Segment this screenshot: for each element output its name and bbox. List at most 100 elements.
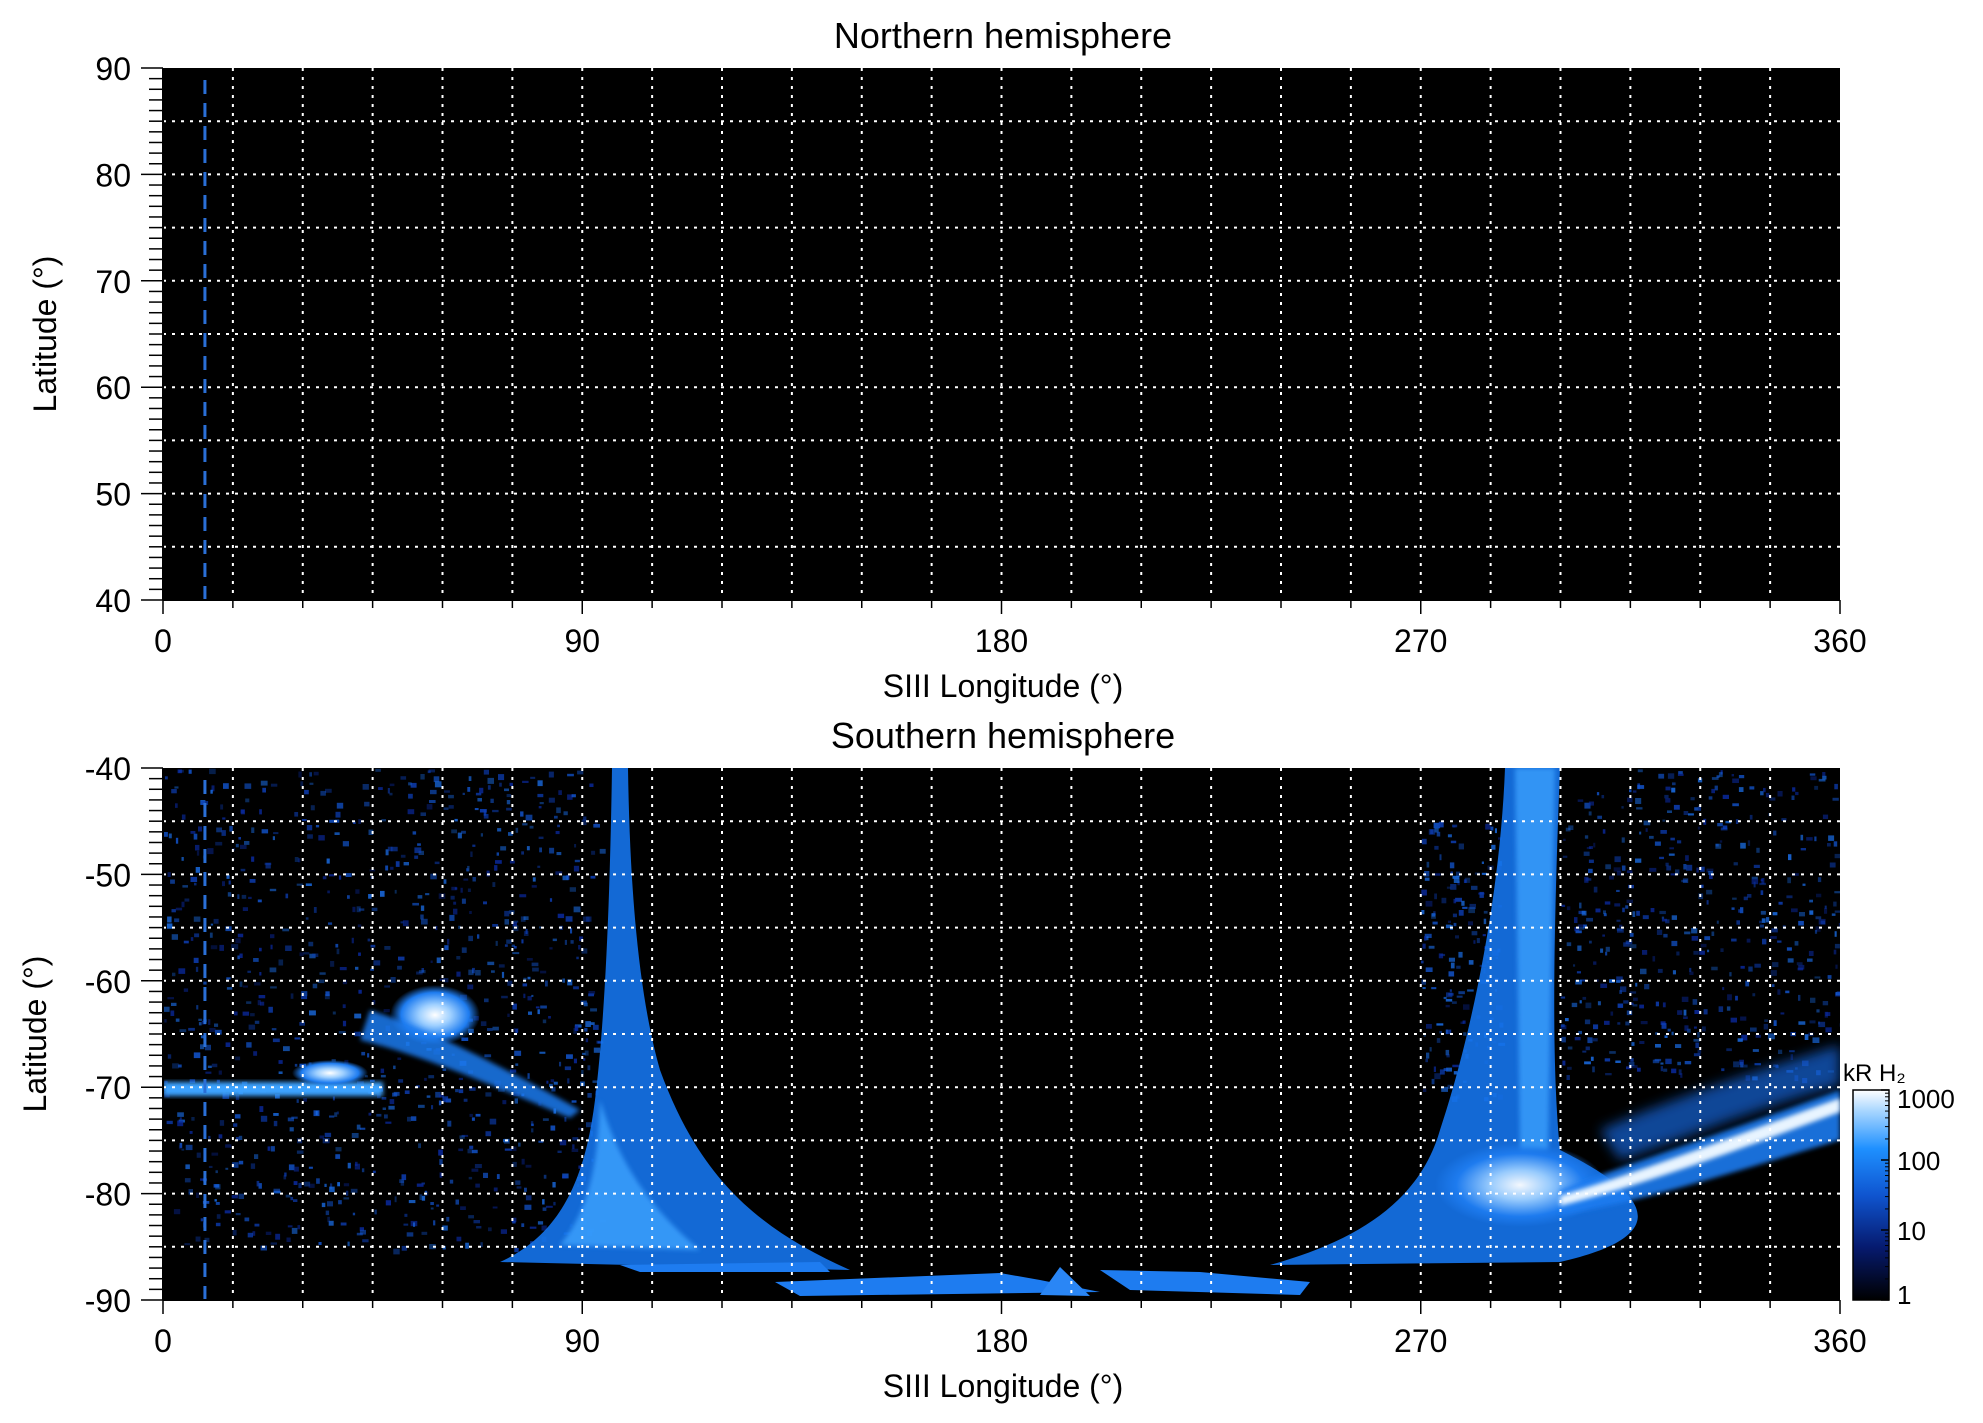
emission-speckle [235,1213,241,1216]
emission-speckle [307,834,313,839]
emission-speckle [494,865,498,871]
emission-speckle [1460,1021,1465,1024]
emission-cusp-left-core [560,1100,700,1250]
emission-speckle [1740,1064,1748,1068]
emission-speckle [1423,1088,1427,1092]
emission-speckle [373,960,381,966]
emission-speckle [238,1160,244,1165]
emission-speckle [1787,958,1794,963]
emission-speckle [389,1099,395,1105]
emission-speckle [1650,908,1655,913]
emission-speckle [554,815,558,819]
emission-speckle [1810,997,1816,1003]
emission-speckle [1436,1023,1444,1026]
emission-speckle [1635,982,1638,987]
emission-speckle [526,846,530,851]
emission-speckle [1467,989,1474,992]
emission-speckle [1597,815,1602,819]
emission-speckle [502,1100,507,1105]
emission-speckle [467,1148,473,1154]
emission-speckle [488,1227,492,1232]
emission-speckle [557,1150,562,1153]
emission-speckle [260,1115,268,1122]
emission-speckle [436,957,441,964]
emission-speckle [542,1019,547,1024]
south-x-axis-label: SIII Longitude (°) [883,1368,1123,1404]
emission-speckle [424,1077,427,1081]
north-panel: Northern hemisphere 40 50 60 70 80 90 0 90 180 2… [27,15,1867,704]
emission-speckle [1733,862,1738,866]
emission-speckle [194,882,197,886]
emission-speckle [1626,899,1633,904]
emission-speckle [352,821,356,824]
emission-speckle [414,847,422,854]
emission-speckle [1439,854,1442,861]
emission-speckle [410,782,417,788]
emission-speckle [399,1179,405,1183]
emission-speckle [523,977,527,981]
emission-speckle [1584,876,1589,883]
emission-speckle [246,1001,252,1004]
emission-speckle [576,956,579,960]
emission-speckle [207,1065,212,1068]
emission-speckle [288,1164,295,1171]
emission-speckle [167,1054,172,1059]
emission-speckle [383,1009,390,1013]
emission-speckle [1809,910,1814,915]
emission-speckle [1471,885,1478,890]
emission-speckle [1720,827,1728,831]
emission-speckle [416,1183,424,1187]
emission-speckle [1761,878,1765,884]
emission-speckle [1818,778,1826,782]
emission-speckle [1424,877,1430,881]
emission-speckle [254,1154,259,1159]
emission-speckle [1588,859,1594,863]
emission-speckle [334,832,340,835]
emission-speckle [172,1063,179,1069]
emission-speckle [1683,811,1689,815]
emission-speckle [387,846,393,852]
emission-speckle [578,945,581,950]
emission-speckle [1789,1050,1795,1053]
emission-speckle [549,847,555,854]
emission-speckle [205,1071,212,1074]
emission-speckle [581,1070,584,1076]
emission-speckle [1425,967,1433,972]
emission-speckle [178,769,184,773]
emission-speckle [278,1060,283,1064]
emission-speckle [401,1245,407,1251]
emission-speckle [322,876,327,880]
emission-speckle [1670,837,1675,841]
emission-speckle [404,1090,410,1094]
emission-speckle [196,850,200,856]
emission-speckle [1448,971,1455,977]
emission-speckle [545,1205,553,1208]
y-tick-label: 60 [95,370,131,406]
emission-speckle [521,851,524,855]
emission-speckle [461,898,466,904]
emission-speckle [1665,798,1671,803]
emission-speckle [504,919,509,925]
emission-speckle [587,1065,591,1071]
emission-speckle [1700,866,1705,872]
emission-speckle [455,1089,459,1093]
emission-speckle [1617,928,1624,933]
emission-speckle [172,972,176,977]
emission-speckle [559,1139,567,1146]
emission-speckle [291,1227,298,1234]
emission-speckle [1602,829,1606,834]
emission-speckle [372,1000,376,1005]
emission-speckle [178,1064,182,1068]
emission-speckle [163,832,168,837]
emission-speckle [522,780,529,783]
emission-speckle [214,1023,219,1027]
emission-speckle [1815,926,1821,932]
emission-speckle [325,1210,330,1216]
emission-speckle [1616,889,1620,892]
emission-speckle [542,1118,549,1121]
emission-speckle [248,896,252,899]
emission-speckle [1834,853,1840,859]
emission-speckle [340,1222,347,1226]
colorbar-tick-label: 10 [1897,1216,1926,1246]
emission-speckle [210,945,218,950]
